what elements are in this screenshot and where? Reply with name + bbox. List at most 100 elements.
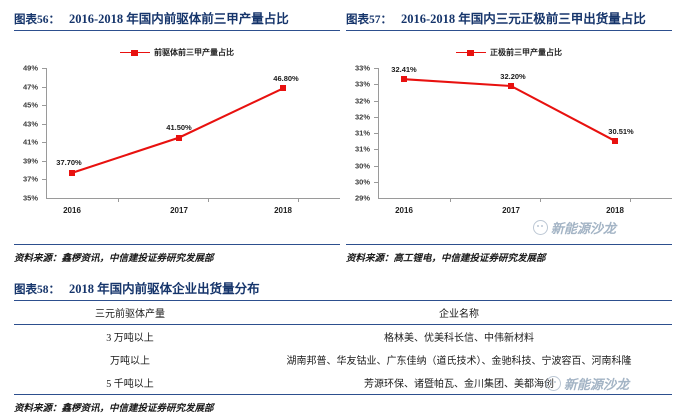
cell-output: 万吨以上 bbox=[110, 356, 150, 367]
figure-57-bottom-rule bbox=[346, 244, 672, 245]
data-point-marker bbox=[401, 76, 407, 83]
figure-58-number: 图表58： bbox=[14, 284, 60, 296]
y-tick-label: 45% bbox=[22, 100, 38, 110]
chart-57-plot: 33% 33% 32% 32% 31% 31% 30% 30% 29% bbox=[346, 63, 672, 243]
y-tick bbox=[374, 100, 378, 102]
chart-57-x-axis bbox=[378, 198, 672, 200]
chart-56-legend: 前驱体前三甲产量占比 bbox=[14, 47, 340, 58]
figure-56-title-text: 2016-2018 年国内前驱体前三甲产量占比 bbox=[69, 12, 289, 26]
chart-57-legend-label: 正极前三甲产量占比 bbox=[490, 48, 562, 57]
chart-56-y-axis bbox=[46, 68, 47, 198]
y-tick bbox=[42, 105, 46, 107]
figure-58: 图表58： 2018 年国内前驱体企业出货量分布 三元前驱体产量 企业名称 3 … bbox=[14, 278, 672, 414]
y-tick-label: 30% bbox=[354, 177, 370, 187]
legend-marker-icon bbox=[120, 49, 150, 57]
y-tick-label: 37% bbox=[22, 174, 38, 184]
y-tick-label: 29% bbox=[354, 193, 370, 203]
chart-56-series-line bbox=[71, 87, 284, 174]
x-tick-label: 2018 bbox=[606, 206, 624, 215]
chart-56-x-axis bbox=[46, 198, 340, 200]
chart-57: 正极前三甲产量占比 33% 33% 32% 32% 31% 31% 30% 30… bbox=[346, 37, 672, 245]
data-label: 32.41% bbox=[391, 65, 417, 74]
data-label: 37.70% bbox=[56, 158, 82, 167]
y-tick-label: 31% bbox=[354, 144, 370, 154]
data-label: 30.51% bbox=[608, 127, 634, 136]
figure-57: 图表57： 2016-2018 年国内三元正极前三甲出货量占比 正极前三甲产量占… bbox=[346, 8, 672, 264]
y-tick bbox=[374, 181, 378, 183]
figure-56: 图表56： 2016-2018 年国内前驱体前三甲产量占比 前驱体前三甲产量占比… bbox=[14, 8, 340, 264]
cell-companies: 芳源环保、诸暨帕瓦、金川集团、美都海创 bbox=[364, 379, 554, 390]
table-header-row: 三元前驱体产量 企业名称 bbox=[14, 301, 672, 324]
chart-57-series-line bbox=[403, 78, 616, 142]
x-tick bbox=[630, 198, 631, 202]
chart-56: 前驱体前三甲产量占比 49% 47% 45% 43% 41% 39% 37% 3… bbox=[14, 37, 340, 245]
y-tick bbox=[374, 84, 378, 86]
y-tick bbox=[42, 142, 46, 144]
x-tick-label: 2016 bbox=[395, 206, 413, 215]
y-tick-label: 33% bbox=[354, 79, 370, 89]
y-tick-label: 33% bbox=[354, 63, 370, 73]
figure-58-title-text: 2018 年国内前驱体企业出货量分布 bbox=[69, 282, 260, 296]
table-bottom-rule bbox=[14, 394, 672, 395]
figure-57-title: 图表57： 2016-2018 年国内三元正极前三甲出货量占比 bbox=[346, 8, 672, 27]
x-tick bbox=[208, 198, 209, 202]
figure-57-title-text: 2016-2018 年国内三元正极前三甲出货量占比 bbox=[401, 12, 646, 26]
y-tick bbox=[42, 86, 46, 88]
y-tick bbox=[374, 165, 378, 167]
x-tick bbox=[540, 198, 541, 202]
data-label: 32.20% bbox=[500, 72, 526, 81]
y-tick-label: 49% bbox=[22, 63, 38, 73]
cell-companies: 湖南邦普、华友钴业、广东佳纳（道氏技术）、金驰科技、宁波容百、河南科隆 bbox=[286, 356, 632, 367]
column-header-output: 三元前驱体产量 bbox=[95, 309, 165, 320]
data-point-marker bbox=[612, 137, 618, 144]
table-row: 3 万吨以上 格林美、优美科长信、中伟新材料 bbox=[14, 325, 672, 348]
figure-56-title: 图表56： 2016-2018 年国内前驱体前三甲产量占比 bbox=[14, 8, 340, 27]
figure-56-number: 图表56： bbox=[14, 14, 60, 26]
y-tick bbox=[42, 123, 46, 125]
y-tick bbox=[374, 133, 378, 134]
figure-56-source: 资料来源：鑫椤资讯，中信建投证券研究发展部 bbox=[14, 254, 214, 264]
figure-57-title-rule bbox=[346, 30, 672, 31]
table-row: 万吨以上 湖南邦普、华友钴业、广东佳纳（道氏技术）、金驰科技、宁波容百、河南科隆 bbox=[14, 348, 672, 371]
data-label: 46.80% bbox=[273, 74, 299, 83]
table-header-rule bbox=[14, 324, 672, 325]
y-tick-label: 43% bbox=[22, 119, 38, 129]
figure-57-number: 图表57： bbox=[346, 14, 392, 26]
figure-57-source: 资料来源：高工锂电，中信建投证券研究发展部 bbox=[346, 254, 546, 264]
data-point-marker bbox=[280, 85, 286, 92]
legend-marker-icon bbox=[456, 49, 486, 57]
y-tick bbox=[374, 68, 378, 69]
x-tick-label: 2017 bbox=[502, 206, 520, 215]
data-point-marker bbox=[69, 169, 75, 176]
figure-56-title-rule bbox=[14, 30, 340, 31]
data-label: 41.50% bbox=[166, 123, 192, 132]
cell-output: 3 万吨以上 bbox=[106, 333, 154, 344]
chart-57-legend: 正极前三甲产量占比 bbox=[346, 47, 672, 58]
x-tick bbox=[118, 198, 119, 202]
chart-56-legend-label: 前驱体前三甲产量占比 bbox=[154, 48, 234, 57]
cell-output: 5 千吨以上 bbox=[106, 379, 154, 390]
column-header-companies: 企业名称 bbox=[439, 309, 479, 320]
y-tick bbox=[42, 68, 46, 69]
y-tick-label: 35% bbox=[22, 193, 38, 203]
figure-58-title-rule bbox=[14, 300, 672, 301]
x-tick-label: 2018 bbox=[274, 206, 292, 215]
chart-56-plot: 49% 47% 45% 43% 41% 39% 37% 35% bbox=[14, 63, 340, 243]
y-tick-label: 30% bbox=[354, 161, 370, 170]
y-tick bbox=[42, 160, 46, 162]
chart-57-y-axis bbox=[378, 68, 379, 198]
y-tick bbox=[374, 116, 378, 118]
x-tick bbox=[298, 198, 299, 202]
y-tick-label: 31% bbox=[354, 128, 370, 138]
figure-58-source: 资料来源：鑫椤资讯，中信建投证券研究发展部 bbox=[14, 404, 214, 414]
shipment-table: 三元前驱体产量 企业名称 3 万吨以上 格林美、优美科长信、中伟新材料 万吨以上… bbox=[14, 301, 672, 395]
y-tick bbox=[374, 149, 378, 151]
cell-companies: 格林美、优美科长信、中伟新材料 bbox=[384, 333, 534, 344]
y-tick-label: 41% bbox=[22, 137, 38, 147]
y-tick-label: 32% bbox=[354, 112, 370, 122]
x-tick-label: 2016 bbox=[63, 206, 81, 215]
figure-56-bottom-rule bbox=[14, 244, 340, 245]
data-point-marker bbox=[508, 83, 514, 89]
y-tick-label: 32% bbox=[354, 96, 370, 105]
